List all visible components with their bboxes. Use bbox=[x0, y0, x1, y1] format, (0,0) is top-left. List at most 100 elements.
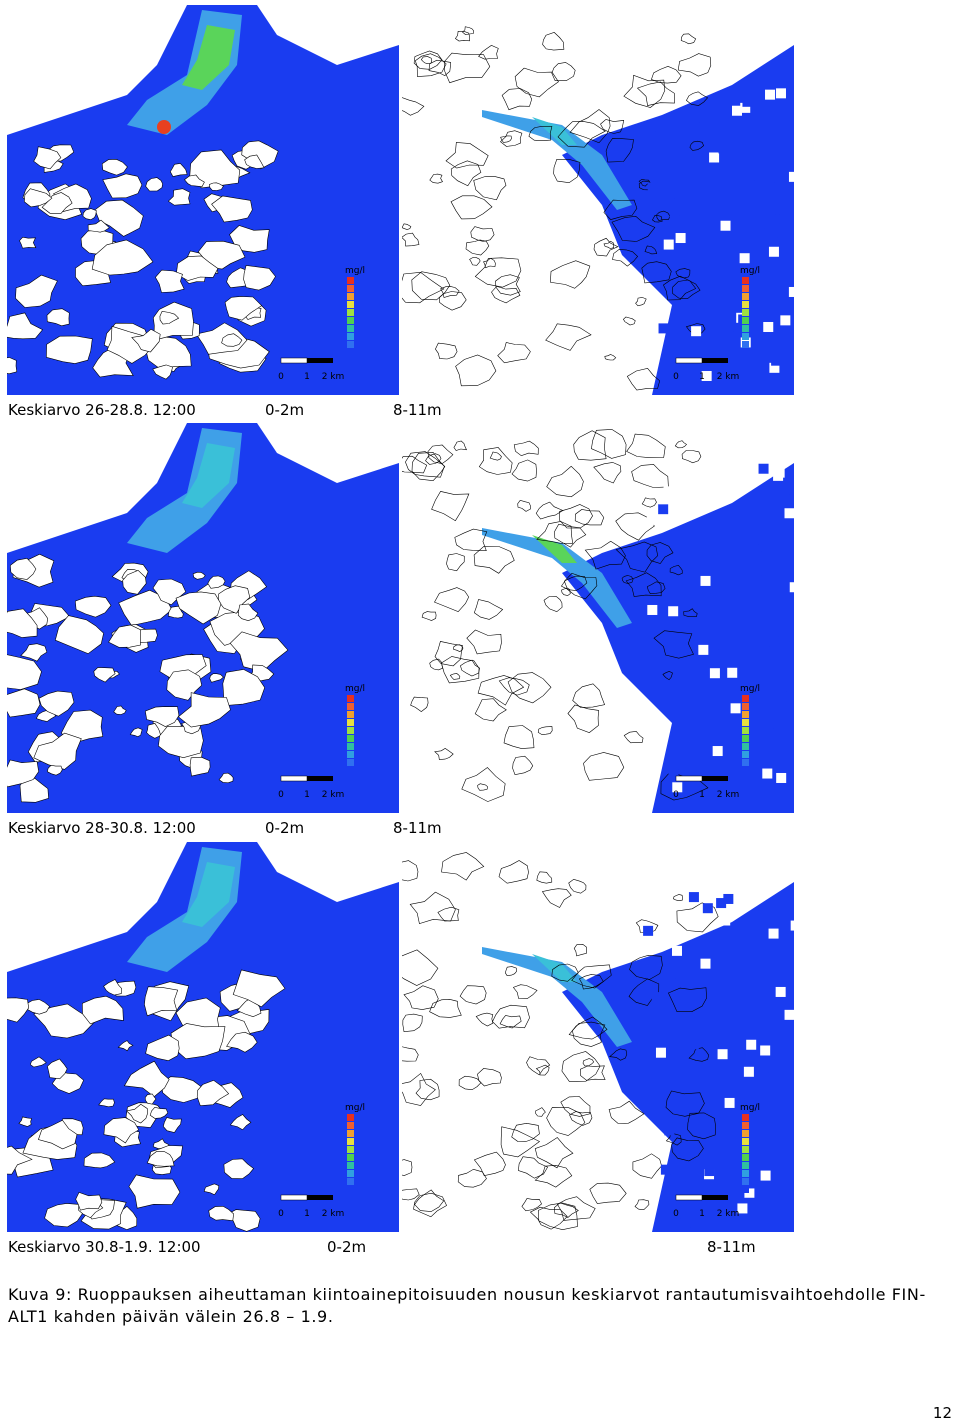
water-cell bbox=[753, 773, 764, 784]
island bbox=[209, 182, 224, 191]
coastline bbox=[434, 587, 470, 613]
legend-swatch bbox=[347, 349, 354, 356]
water-cell bbox=[700, 575, 711, 586]
water-cell bbox=[784, 508, 795, 519]
legend-swatch bbox=[742, 719, 749, 726]
coastline bbox=[623, 316, 636, 326]
figure-caption: Kuva 9: Ruoppauksen aiheuttaman kiintoai… bbox=[8, 1285, 926, 1326]
coastline bbox=[454, 31, 470, 42]
water-cell bbox=[672, 782, 683, 793]
coastline bbox=[556, 1196, 596, 1221]
land bbox=[7, 842, 187, 972]
coastline bbox=[550, 260, 591, 289]
water-cell bbox=[647, 604, 658, 615]
depth-label: 0-2m bbox=[265, 401, 305, 419]
coastline bbox=[495, 274, 521, 296]
water-cell bbox=[669, 215, 680, 226]
water-cell bbox=[768, 246, 779, 257]
legend-swatch bbox=[347, 293, 354, 300]
legend-swatch bbox=[347, 1138, 354, 1145]
coastline bbox=[526, 1056, 551, 1076]
coastline bbox=[628, 978, 660, 1006]
legend-swatch bbox=[347, 719, 354, 726]
water-cell bbox=[775, 986, 786, 997]
island bbox=[175, 255, 219, 281]
coastline bbox=[584, 540, 626, 570]
water-cell bbox=[647, 182, 658, 193]
water-cell bbox=[718, 143, 729, 154]
coastline bbox=[461, 767, 506, 802]
island bbox=[229, 1114, 252, 1131]
coastline bbox=[538, 1202, 578, 1231]
island bbox=[155, 269, 185, 293]
map-panel: mg/l 0 1 2 km bbox=[397, 5, 799, 395]
coastline bbox=[578, 974, 604, 990]
island bbox=[146, 723, 162, 739]
coastline bbox=[528, 126, 553, 142]
coastline bbox=[688, 1047, 710, 1062]
island bbox=[38, 1119, 78, 1150]
island bbox=[196, 1079, 230, 1107]
coastline bbox=[503, 725, 535, 749]
coastline bbox=[478, 447, 513, 475]
legend-swatch bbox=[347, 341, 354, 348]
coastline bbox=[591, 429, 627, 459]
legend-swatch bbox=[742, 727, 749, 734]
island bbox=[81, 995, 124, 1025]
island bbox=[122, 569, 147, 595]
water-cell bbox=[646, 514, 657, 525]
coastline bbox=[473, 1151, 506, 1177]
legend-swatch bbox=[742, 751, 749, 758]
coastline bbox=[615, 512, 655, 541]
coastline bbox=[568, 878, 587, 894]
coastline bbox=[477, 675, 525, 706]
coastline bbox=[518, 1156, 549, 1179]
coastline bbox=[560, 1096, 591, 1117]
scale-bar bbox=[702, 358, 728, 363]
coastline bbox=[459, 985, 487, 1005]
island bbox=[125, 1103, 148, 1124]
water-cell bbox=[699, 112, 710, 123]
water-cell bbox=[739, 253, 750, 264]
legend-swatch bbox=[347, 1154, 354, 1161]
coastline bbox=[437, 906, 460, 922]
island bbox=[103, 1117, 140, 1144]
coastline bbox=[470, 226, 495, 242]
scale-bar bbox=[280, 775, 308, 782]
island bbox=[177, 692, 231, 728]
legend-unit: mg/l bbox=[740, 266, 760, 276]
water-cell bbox=[701, 370, 712, 381]
coastline bbox=[631, 464, 669, 488]
water-cell bbox=[775, 88, 786, 99]
scale-label: 1 bbox=[304, 372, 310, 382]
water-cell bbox=[734, 1098, 745, 1109]
water-cell bbox=[642, 891, 653, 902]
legend-swatch bbox=[742, 1130, 749, 1137]
water-cell bbox=[724, 1097, 735, 1108]
legend-swatch bbox=[347, 751, 354, 758]
island bbox=[169, 163, 188, 177]
coastline bbox=[604, 354, 617, 361]
island bbox=[131, 328, 161, 353]
legend-swatch bbox=[347, 309, 354, 316]
coastline bbox=[449, 673, 461, 680]
coastline bbox=[465, 239, 490, 256]
island bbox=[144, 706, 180, 728]
island bbox=[46, 308, 70, 327]
legend-swatch bbox=[347, 703, 354, 710]
water-cell bbox=[769, 643, 780, 654]
water-cell bbox=[731, 105, 742, 116]
water-cell bbox=[744, 170, 755, 181]
coastline bbox=[605, 138, 634, 163]
coastline bbox=[514, 67, 559, 98]
island bbox=[211, 195, 253, 223]
water-cell bbox=[660, 1164, 671, 1175]
island bbox=[192, 571, 206, 580]
water-cell bbox=[712, 746, 723, 757]
coastline bbox=[401, 223, 412, 230]
coastline bbox=[429, 998, 462, 1018]
island bbox=[94, 199, 144, 237]
coastline bbox=[600, 119, 625, 134]
coastline bbox=[415, 1078, 440, 1101]
water-cell bbox=[707, 997, 718, 1008]
